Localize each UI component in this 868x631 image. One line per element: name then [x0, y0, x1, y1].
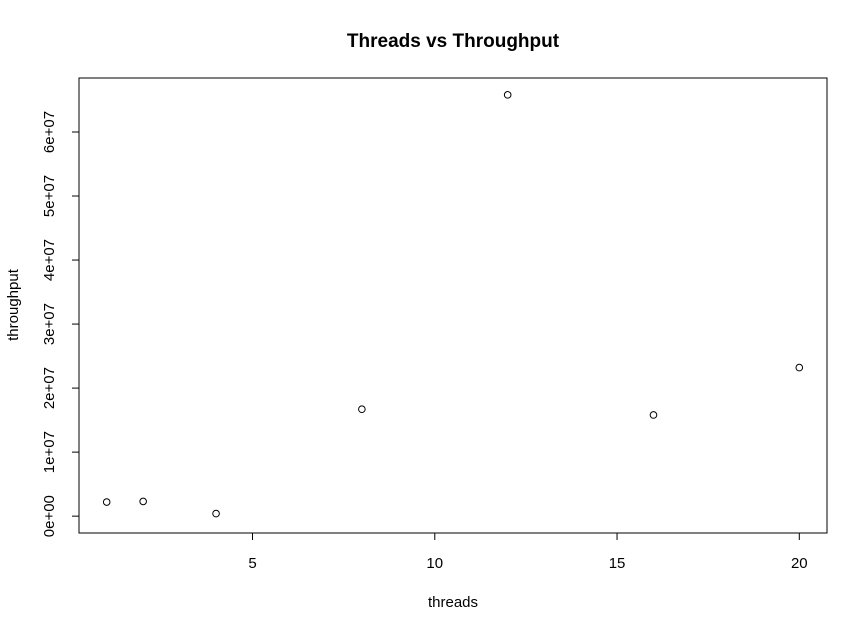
x-tick-label: 5 — [248, 555, 256, 572]
y-axis: 0e+00 1e+07 2e+07 3e+07 4e+07 5e+07 6e+07 — [41, 111, 79, 537]
x-tick-label: 20 — [791, 555, 808, 572]
x-axis-label: threads — [428, 594, 478, 611]
x-axis: 5 10 15 20 — [248, 533, 808, 572]
y-tick-label: 0e+00 — [41, 495, 58, 537]
x-tick-label: 10 — [426, 555, 443, 572]
data-points — [102, 91, 804, 518]
chart-title: Threads vs Throughput — [347, 31, 560, 52]
data-point — [503, 91, 512, 99]
y-tick-label: 2e+07 — [41, 367, 58, 409]
plot-frame — [78, 77, 828, 534]
y-tick-label: 4e+07 — [41, 239, 58, 281]
data-point — [212, 509, 220, 518]
y-tick-label: 6e+07 — [41, 111, 58, 153]
data-point — [102, 498, 111, 506]
y-tick-label: 5e+07 — [41, 175, 58, 217]
data-point — [139, 497, 147, 506]
y-tick-label: 1e+07 — [41, 431, 58, 473]
y-axis-label: throughput — [5, 268, 22, 341]
data-point — [649, 411, 658, 419]
data-point — [358, 405, 366, 414]
x-tick-label: 15 — [609, 555, 626, 572]
y-tick-label: 3e+07 — [41, 303, 58, 345]
data-point — [795, 363, 804, 372]
